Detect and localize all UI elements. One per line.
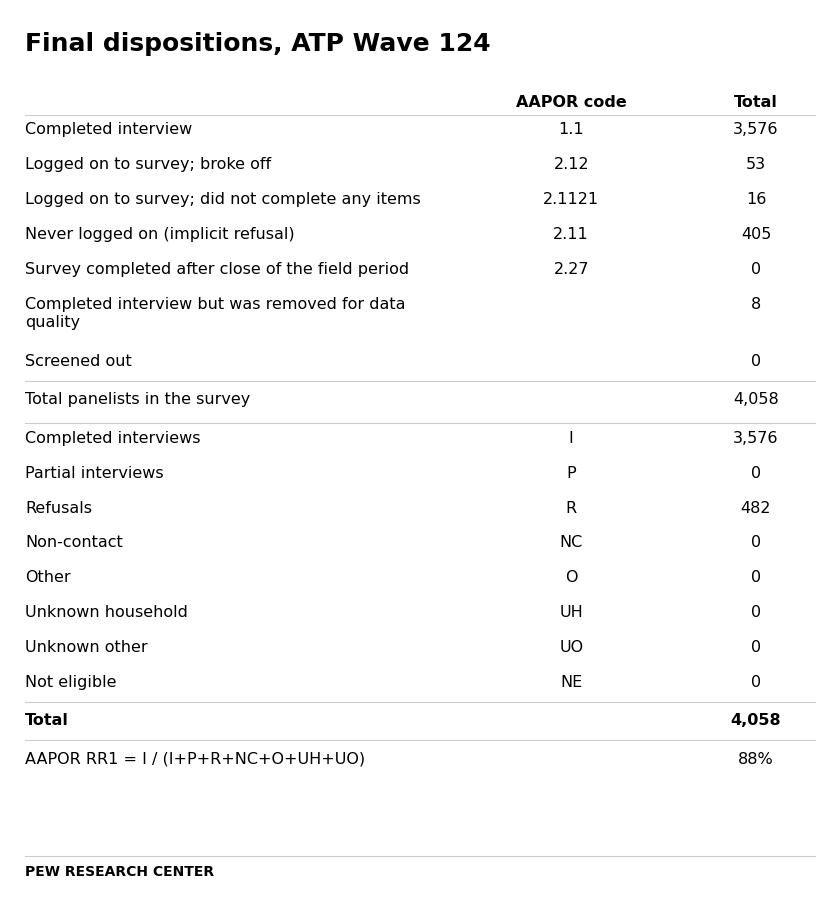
Text: 3,576: 3,576 <box>733 430 779 446</box>
Text: 2.11: 2.11 <box>554 226 589 242</box>
Text: 3,576: 3,576 <box>733 122 779 138</box>
Text: Total: Total <box>25 713 69 728</box>
Text: Not eligible: Not eligible <box>25 675 117 690</box>
Text: R: R <box>565 500 577 516</box>
Text: 4,058: 4,058 <box>733 392 779 408</box>
Text: 0: 0 <box>751 605 761 621</box>
Text: Refusals: Refusals <box>25 500 92 516</box>
Text: Logged on to survey; broke off: Logged on to survey; broke off <box>25 158 271 172</box>
Text: Survey completed after close of the field period: Survey completed after close of the fiel… <box>25 262 409 277</box>
Text: Total panelists in the survey: Total panelists in the survey <box>25 392 250 408</box>
Text: 2.12: 2.12 <box>554 158 589 172</box>
Text: Never logged on (implicit refusal): Never logged on (implicit refusal) <box>25 226 295 242</box>
Text: UH: UH <box>559 605 583 621</box>
Text: 0: 0 <box>751 675 761 690</box>
Text: 4,058: 4,058 <box>731 713 781 728</box>
Text: 0: 0 <box>751 570 761 585</box>
Text: Non-contact: Non-contact <box>25 535 123 551</box>
Text: Other: Other <box>25 570 71 585</box>
Text: 482: 482 <box>741 500 771 516</box>
Text: Completed interviews: Completed interviews <box>25 430 201 446</box>
Text: Unknown other: Unknown other <box>25 640 148 655</box>
Text: I: I <box>569 430 574 446</box>
Text: AAPOR RR1 = I / (I+P+R+NC+O+UH+UO): AAPOR RR1 = I / (I+P+R+NC+O+UH+UO) <box>25 752 365 767</box>
Text: O: O <box>565 570 577 585</box>
Text: P: P <box>566 466 576 481</box>
Text: Final dispositions, ATP Wave 124: Final dispositions, ATP Wave 124 <box>25 32 491 55</box>
Text: 0: 0 <box>751 262 761 277</box>
Text: 2.1121: 2.1121 <box>543 192 599 207</box>
Text: 0: 0 <box>751 353 761 369</box>
Text: NC: NC <box>559 535 583 551</box>
Text: Completed interview: Completed interview <box>25 122 192 138</box>
Text: 2.27: 2.27 <box>554 262 589 277</box>
Text: Partial interviews: Partial interviews <box>25 466 164 481</box>
Text: Unknown household: Unknown household <box>25 605 188 621</box>
Text: Logged on to survey; did not complete any items: Logged on to survey; did not complete an… <box>25 192 421 207</box>
Text: AAPOR code: AAPOR code <box>516 95 627 111</box>
Text: PEW RESEARCH CENTER: PEW RESEARCH CENTER <box>25 865 214 879</box>
Text: Screened out: Screened out <box>25 353 132 369</box>
Text: NE: NE <box>560 675 582 690</box>
Text: 8: 8 <box>751 296 761 312</box>
Text: 0: 0 <box>751 535 761 551</box>
Text: 0: 0 <box>751 640 761 655</box>
Text: 16: 16 <box>746 192 766 207</box>
Text: 53: 53 <box>746 158 766 172</box>
Text: 405: 405 <box>741 226 771 242</box>
Text: 88%: 88% <box>738 752 774 767</box>
Text: Completed interview but was removed for data
quality: Completed interview but was removed for … <box>25 296 406 331</box>
Text: Total: Total <box>734 95 778 111</box>
Text: UO: UO <box>559 640 583 655</box>
Text: 1.1: 1.1 <box>559 122 584 138</box>
Text: 0: 0 <box>751 466 761 481</box>
